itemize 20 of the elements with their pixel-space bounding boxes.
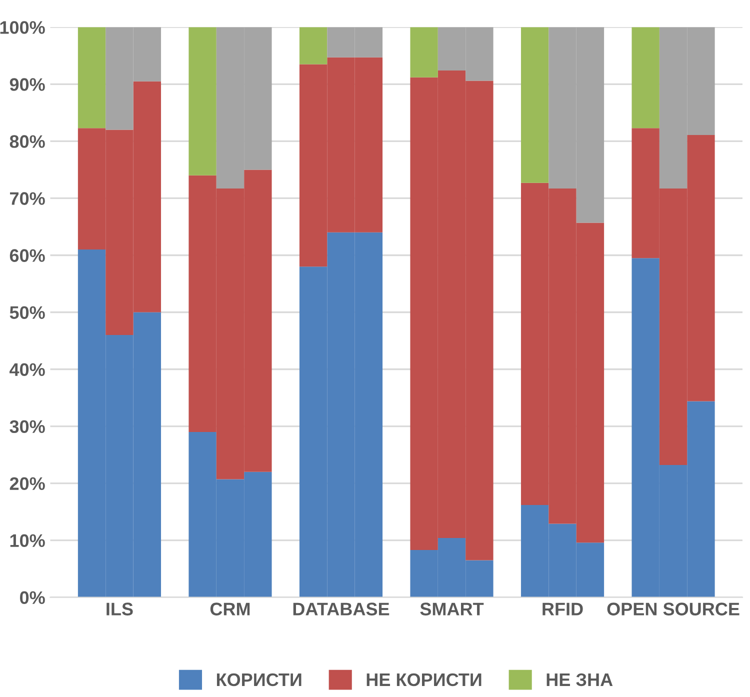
x-tick-label: CRM <box>210 602 250 616</box>
y-tick-label: 10% <box>10 534 45 548</box>
y-tick-label: 100% <box>0 21 45 34</box>
y-tick-label: 60% <box>10 249 45 262</box>
x-tick-label: SMART <box>420 602 484 616</box>
y-tick-label: 40% <box>10 363 45 376</box>
y-tick-label: 0% <box>20 591 45 604</box>
y-tick-label: 90% <box>10 78 45 91</box>
y-tick-label: 20% <box>10 477 45 490</box>
x-tick-label: ILS <box>106 602 133 616</box>
y-tick-label: 80% <box>10 135 45 148</box>
x-tick-label: DATABASE <box>293 602 390 616</box>
x-tick-label: OPEN SOURCE <box>607 602 740 616</box>
x-tick-label: RFID <box>542 602 583 616</box>
y-tick-label: 30% <box>10 420 45 434</box>
legend-label: НЕ КОРИСТИ <box>366 673 482 686</box>
legend-label: НЕ ЗНА <box>546 673 613 686</box>
legend-label: КОРИСТИ <box>216 673 302 686</box>
y-tick-label: 50% <box>10 306 45 319</box>
y-tick-label: 70% <box>10 192 45 205</box>
